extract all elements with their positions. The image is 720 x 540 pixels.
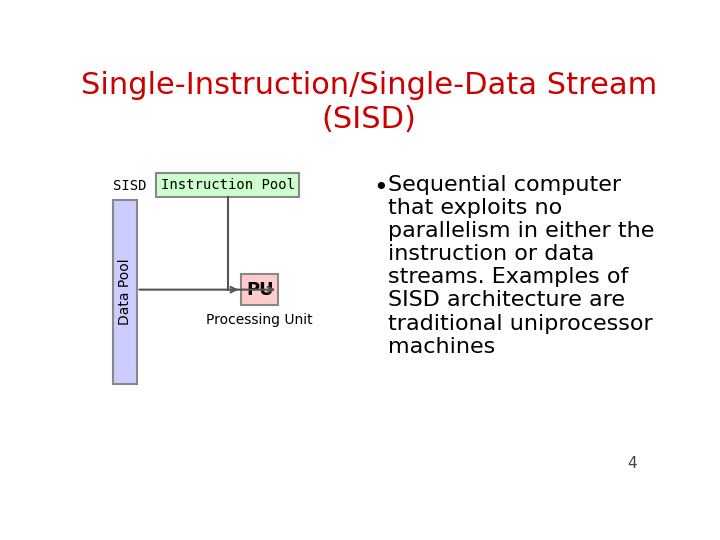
Text: PU: PU — [246, 281, 274, 299]
Text: that exploits no: that exploits no — [388, 198, 562, 218]
Text: SISD architecture are: SISD architecture are — [388, 291, 626, 310]
Bar — [241, 274, 279, 305]
Text: Sequential computer: Sequential computer — [388, 175, 621, 195]
Text: instruction or data: instruction or data — [388, 244, 595, 264]
Text: Single-Instruction/Single-Data Stream: Single-Instruction/Single-Data Stream — [81, 71, 657, 100]
Text: machines: machines — [388, 336, 495, 356]
Text: Instruction Pool: Instruction Pool — [161, 178, 294, 192]
Text: Data Pool: Data Pool — [118, 259, 132, 325]
Text: parallelism in either the: parallelism in either the — [388, 221, 654, 241]
Text: 4: 4 — [626, 456, 636, 471]
Text: Processing Unit: Processing Unit — [207, 313, 313, 327]
Text: •: • — [373, 177, 387, 200]
Bar — [156, 173, 300, 197]
Bar — [113, 200, 137, 384]
Text: (SISD): (SISD) — [322, 105, 416, 134]
Text: traditional uniprocessor: traditional uniprocessor — [388, 314, 653, 334]
Text: SISD: SISD — [113, 179, 147, 193]
Text: streams. Examples of: streams. Examples of — [388, 267, 629, 287]
